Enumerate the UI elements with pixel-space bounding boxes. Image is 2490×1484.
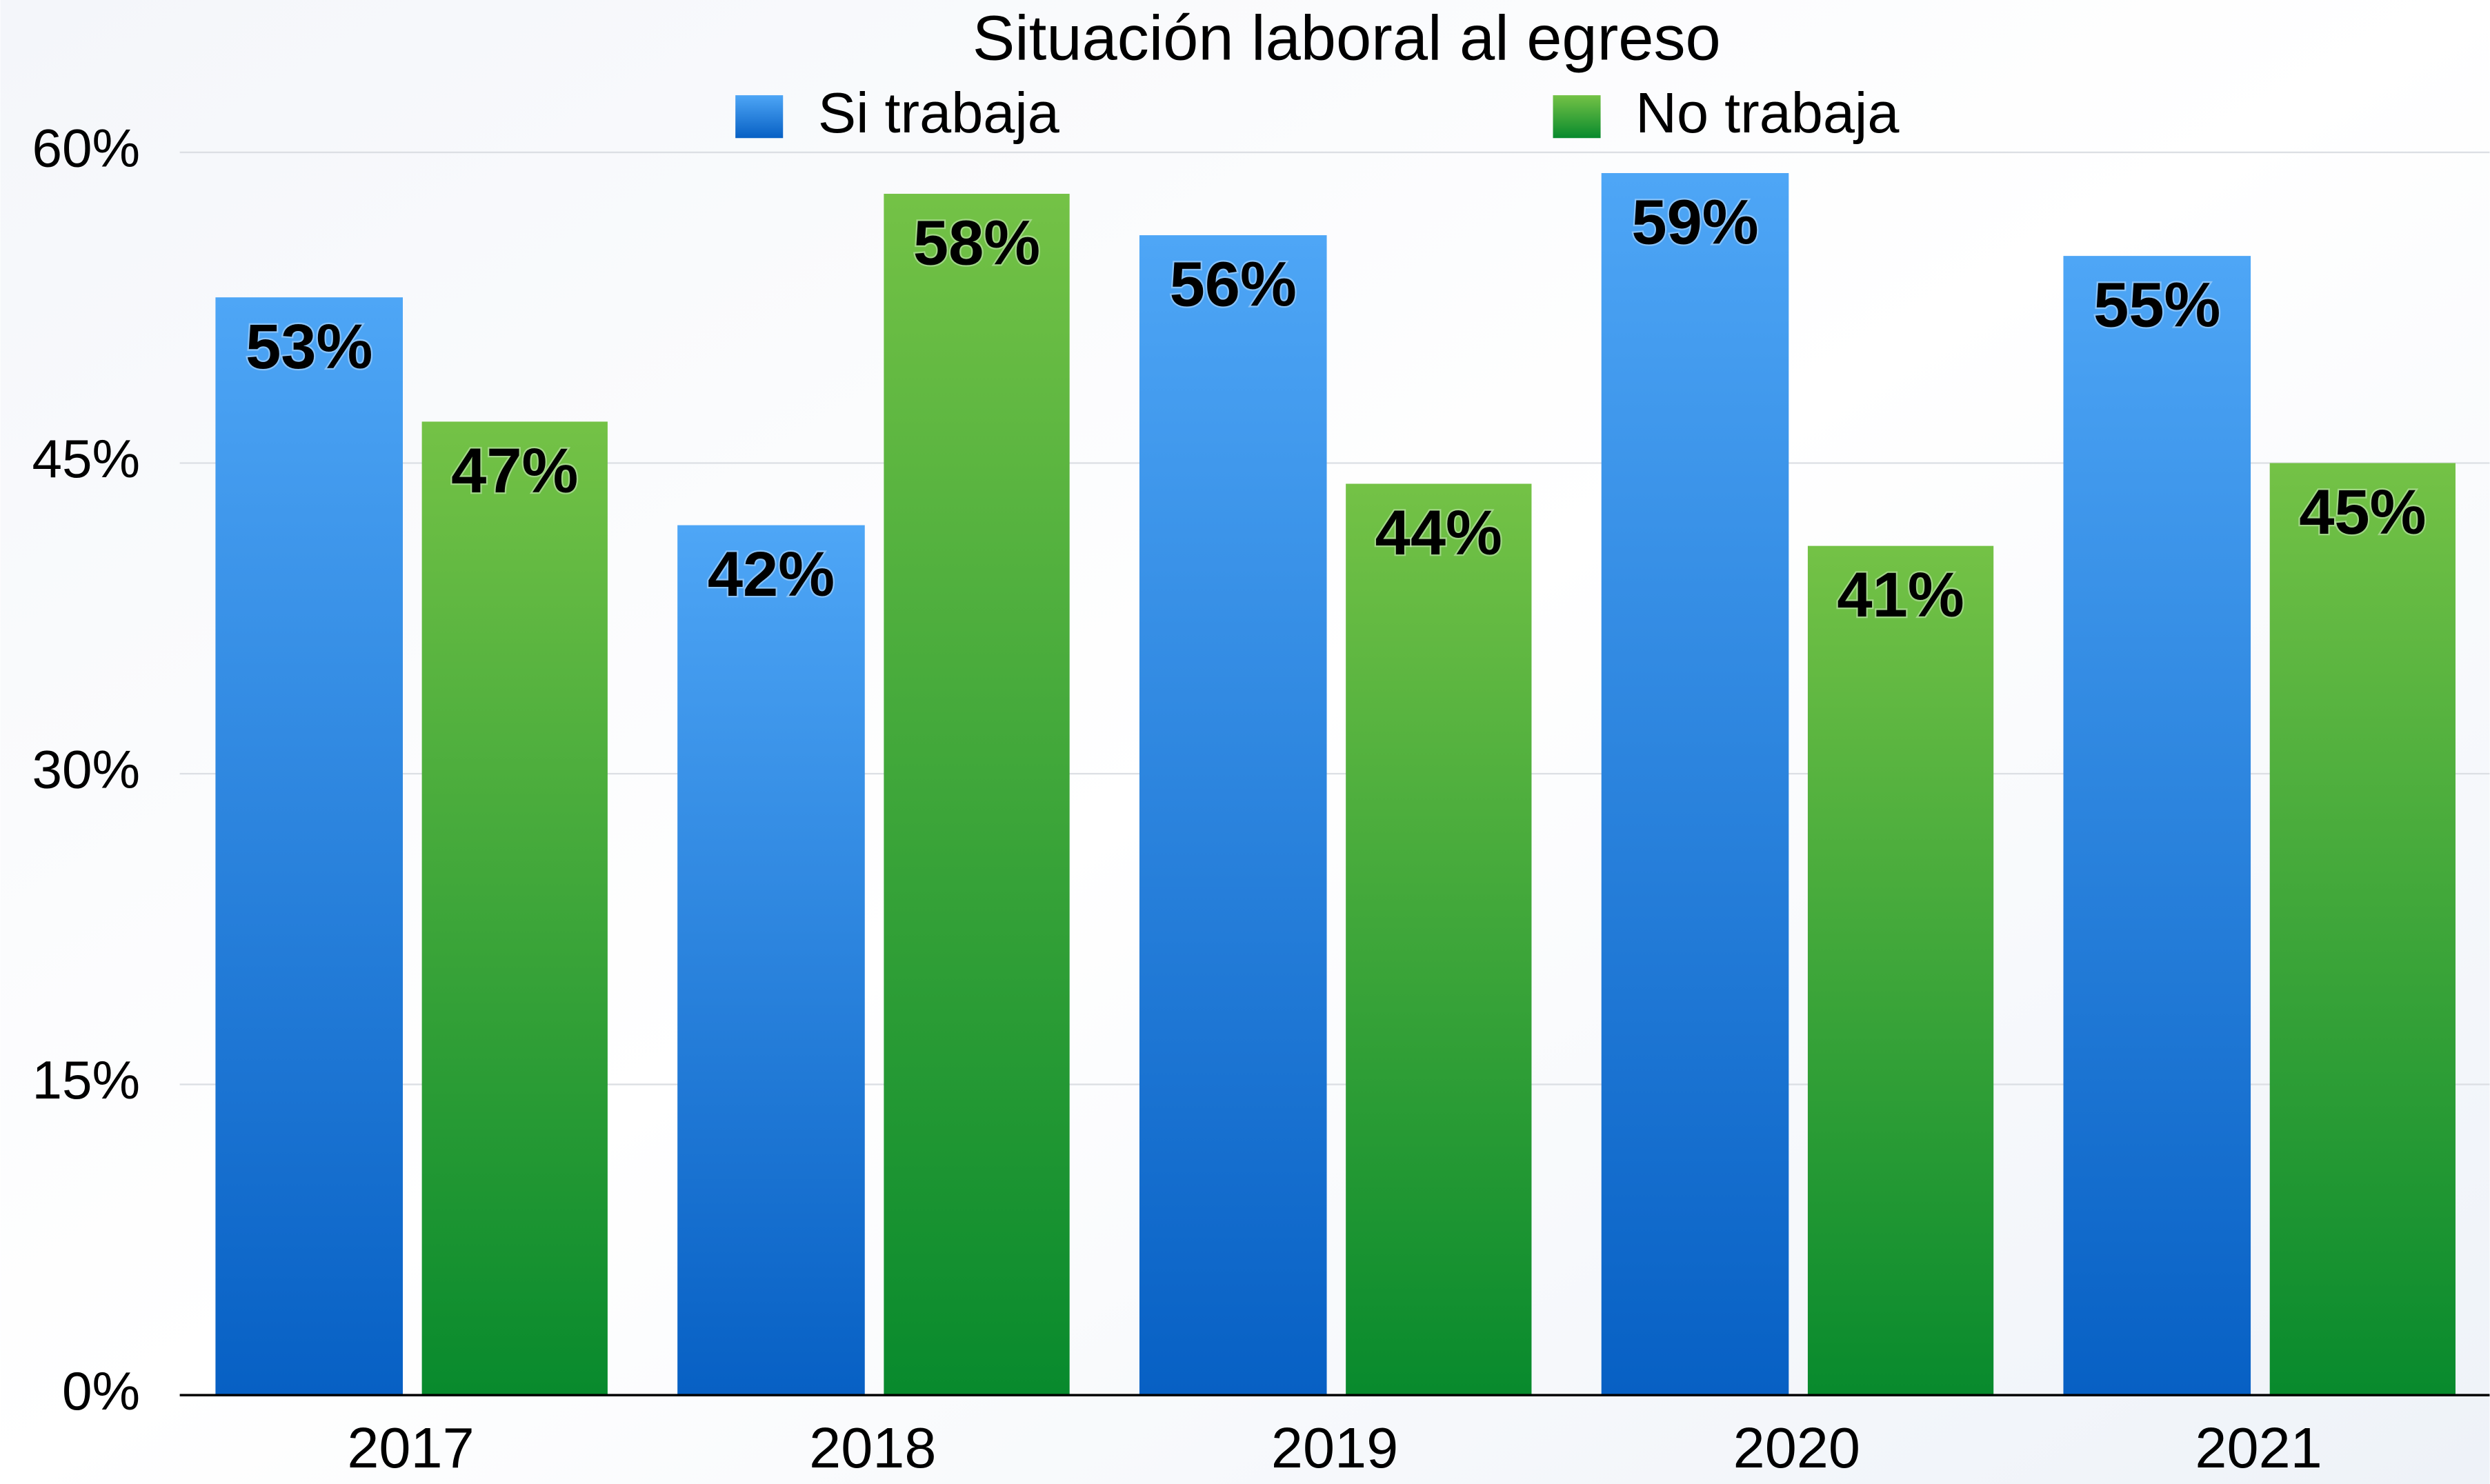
bar — [1807, 545, 1994, 1396]
legend-swatch — [735, 95, 784, 139]
bar — [884, 194, 1070, 1396]
legend-label: Si trabaja — [818, 81, 1060, 145]
data-label: 47% — [451, 435, 578, 506]
x-tick-label: 2019 — [1271, 1416, 1398, 1480]
data-label: 45% — [2299, 477, 2426, 548]
data-label: 41% — [1837, 559, 1964, 630]
y-tick-label: 0% — [62, 1361, 140, 1421]
bar — [1346, 483, 1532, 1396]
x-tick-label: 2017 — [347, 1416, 474, 1480]
bar — [1601, 172, 1789, 1396]
x-tick-label: 2021 — [2195, 1416, 2322, 1480]
y-tick-label: 15% — [32, 1050, 140, 1110]
y-tick-label: 30% — [32, 739, 140, 800]
data-label: 44% — [1375, 497, 1502, 568]
y-tick-label: 60% — [32, 118, 140, 179]
data-label: 59% — [1631, 187, 1758, 258]
x-tick-label: 2020 — [1733, 1416, 1860, 1480]
data-label: 56% — [1170, 249, 1297, 320]
bar — [421, 421, 608, 1396]
bar — [677, 525, 865, 1396]
data-label: 53% — [246, 311, 372, 382]
data-label: 55% — [2093, 270, 2220, 341]
bar — [2269, 463, 2456, 1396]
data-label: 42% — [708, 539, 835, 610]
data-label: 58% — [913, 208, 1040, 279]
legend-label: No trabaja — [1635, 81, 1900, 145]
bar — [2063, 256, 2251, 1396]
y-tick-label: 45% — [32, 428, 140, 489]
bar — [1139, 235, 1327, 1396]
bar — [215, 297, 403, 1396]
legend-swatch — [1553, 95, 1601, 139]
chart-title: Situación laboral al egreso — [973, 2, 1721, 73]
x-tick-label: 2018 — [809, 1416, 936, 1480]
